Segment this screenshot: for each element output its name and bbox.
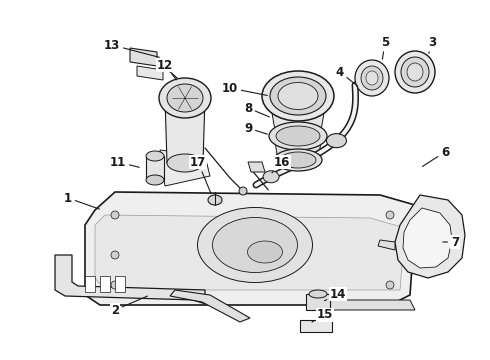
Ellipse shape	[278, 82, 318, 109]
Text: 15: 15	[312, 309, 333, 322]
Ellipse shape	[366, 71, 378, 85]
Polygon shape	[248, 162, 265, 172]
Polygon shape	[300, 320, 332, 332]
Text: 8: 8	[244, 102, 270, 117]
Text: 2: 2	[111, 296, 147, 316]
Polygon shape	[269, 96, 327, 136]
Text: 13: 13	[104, 39, 159, 57]
Ellipse shape	[159, 78, 211, 118]
Ellipse shape	[167, 154, 203, 172]
Ellipse shape	[111, 281, 119, 289]
Text: 7: 7	[443, 235, 459, 248]
Ellipse shape	[401, 57, 429, 87]
Text: 14: 14	[324, 288, 346, 301]
Text: 11: 11	[110, 156, 139, 168]
Ellipse shape	[276, 126, 320, 146]
Ellipse shape	[274, 149, 322, 171]
Bar	[100, 276, 110, 292]
Bar	[85, 276, 95, 292]
Polygon shape	[130, 48, 157, 66]
Bar	[115, 276, 125, 292]
Ellipse shape	[355, 60, 389, 96]
Polygon shape	[378, 240, 395, 250]
Text: 12: 12	[157, 59, 176, 80]
Text: 3: 3	[428, 36, 436, 53]
Ellipse shape	[326, 134, 346, 148]
Polygon shape	[330, 300, 415, 310]
Ellipse shape	[197, 207, 313, 283]
Polygon shape	[274, 136, 322, 160]
Polygon shape	[395, 195, 465, 278]
Ellipse shape	[111, 251, 119, 259]
Ellipse shape	[361, 66, 383, 90]
Polygon shape	[403, 208, 452, 268]
Ellipse shape	[269, 122, 327, 150]
Text: 4: 4	[336, 66, 358, 86]
Ellipse shape	[247, 241, 283, 263]
Ellipse shape	[280, 152, 316, 168]
Ellipse shape	[309, 290, 327, 298]
Polygon shape	[170, 290, 250, 322]
Ellipse shape	[262, 71, 334, 121]
Ellipse shape	[395, 51, 435, 93]
Polygon shape	[85, 192, 415, 305]
Polygon shape	[55, 255, 205, 300]
Ellipse shape	[239, 187, 247, 195]
Text: 9: 9	[244, 122, 268, 135]
Text: 17: 17	[190, 156, 211, 193]
Ellipse shape	[208, 195, 222, 205]
Text: 16: 16	[272, 156, 290, 173]
Ellipse shape	[386, 211, 394, 219]
Polygon shape	[160, 150, 210, 186]
Polygon shape	[306, 294, 330, 310]
Ellipse shape	[386, 281, 394, 289]
Ellipse shape	[146, 175, 164, 185]
Text: 5: 5	[381, 36, 389, 59]
Text: 10: 10	[222, 81, 267, 95]
Polygon shape	[146, 156, 164, 180]
Polygon shape	[137, 66, 163, 80]
Polygon shape	[95, 215, 405, 290]
Ellipse shape	[213, 217, 297, 273]
Ellipse shape	[270, 77, 326, 115]
Ellipse shape	[146, 151, 164, 161]
Text: 6: 6	[422, 145, 449, 167]
Text: 1: 1	[64, 192, 99, 209]
Ellipse shape	[407, 63, 423, 81]
Polygon shape	[165, 98, 205, 163]
Ellipse shape	[263, 171, 279, 183]
Ellipse shape	[111, 211, 119, 219]
Ellipse shape	[167, 84, 203, 112]
